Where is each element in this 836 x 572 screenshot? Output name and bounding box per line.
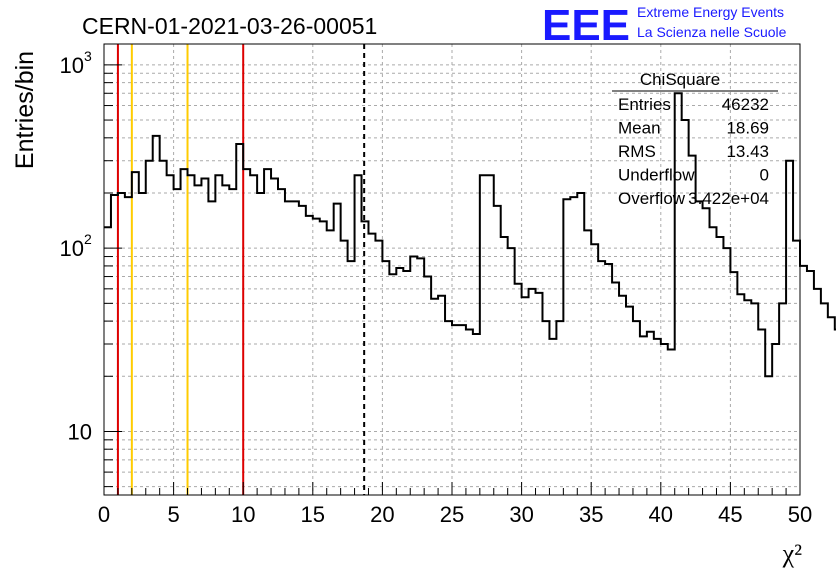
grid-lines	[104, 44, 800, 495]
x-axis-label: χ²	[782, 539, 803, 568]
x-tick-label: 35	[579, 502, 603, 527]
stats-value: 3.422e+04	[688, 189, 769, 208]
x-tick-label: 10	[231, 502, 255, 527]
stats-label: Overflow	[618, 189, 686, 208]
stats-label: Entries	[618, 95, 671, 114]
x-tick-label: 40	[649, 502, 673, 527]
x-tick-labels: 0 5 10 15 20 25 30 35 40 45 50	[98, 502, 812, 527]
y-tick-exponent: 2	[84, 231, 92, 247]
stats-box: ChiSquare Entries 46232 Mean 18.69 RMS 13.43 U…	[612, 70, 778, 208]
stats-value: 46232	[722, 95, 769, 114]
x-tick-label: 45	[718, 502, 742, 527]
stats-label: Underflow	[618, 166, 695, 185]
y-tick-label: 10	[60, 236, 84, 261]
x-tick-label: 25	[440, 502, 464, 527]
chart-title: CERN-01-2021-03-26-00051	[82, 13, 377, 39]
x-tick-label: 0	[98, 502, 110, 527]
stats-value: 18.69	[726, 119, 769, 138]
stats-value: 13.43	[726, 142, 769, 161]
x-tick-label: 15	[301, 502, 325, 527]
stats-label: Mean	[618, 119, 661, 138]
stats-title: ChiSquare	[640, 70, 720, 89]
eee-logo-text: EEE	[542, 1, 630, 50]
x-tick-label: 5	[167, 502, 179, 527]
y-tick-label: 10	[60, 53, 84, 78]
y-tick-exponent: 3	[84, 48, 92, 64]
stats-value: 0	[760, 166, 769, 185]
stats-label: RMS	[618, 142, 656, 161]
branding-line2: La Scienza nelle Scuole	[637, 24, 787, 40]
y-axis-label: Entries/bin	[11, 51, 39, 169]
histogram-series	[104, 92, 836, 378]
stats-rows: Entries 46232 Mean 18.69 RMS 13.43 Underflow 0 O…	[618, 95, 769, 208]
axis-ticks	[103, 64, 801, 495]
x-tick-label: 20	[370, 502, 394, 527]
eee-logo: EEE Extreme Energy Events La Scienza nel…	[542, 1, 787, 50]
x-tick-label: 50	[788, 502, 812, 527]
marker-lines	[116, 44, 366, 495]
y-tick-label: 10	[68, 419, 92, 444]
branding-line1: Extreme Energy Events	[637, 4, 784, 20]
x-tick-label: 30	[509, 502, 533, 527]
